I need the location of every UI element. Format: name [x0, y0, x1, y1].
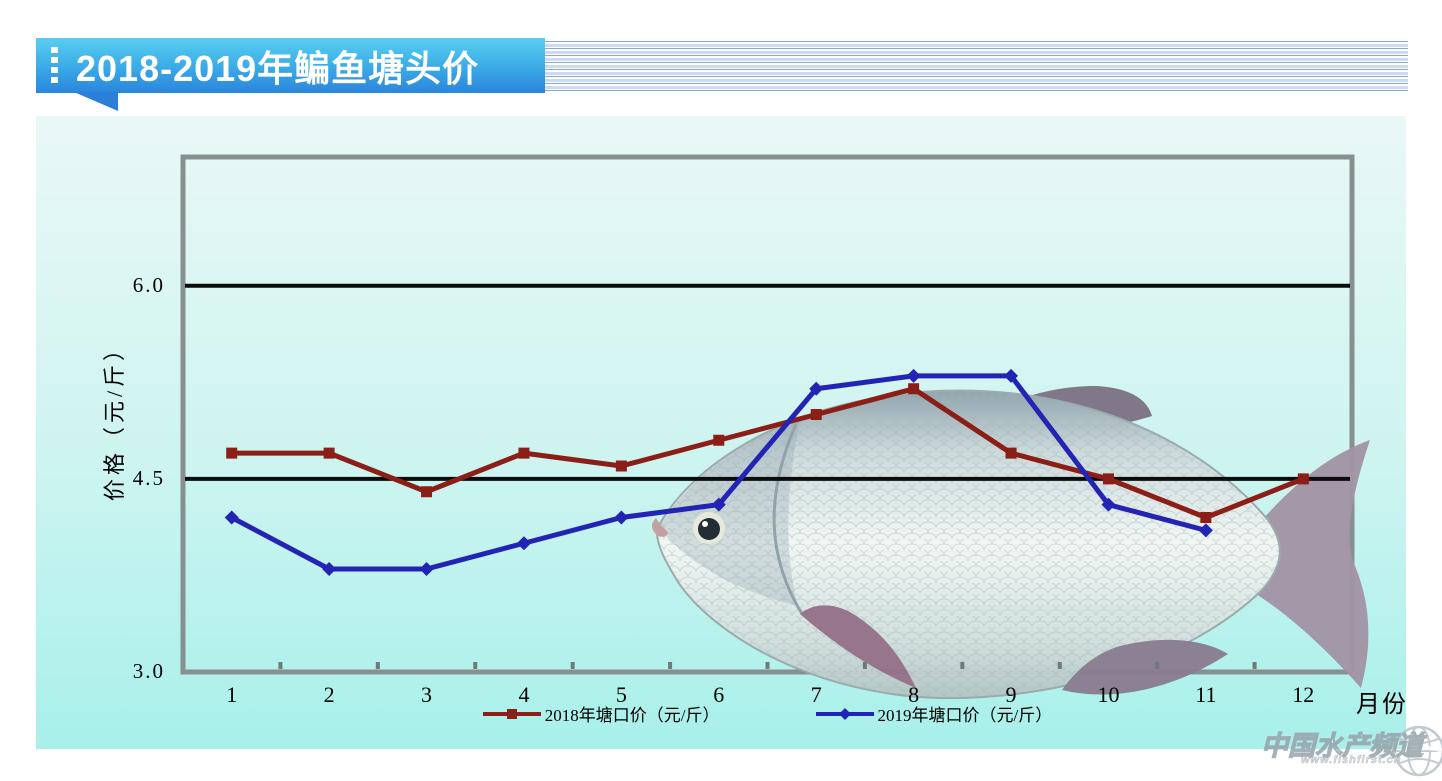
- x-tick-label: 5: [615, 682, 627, 707]
- legend-marker-icon: [482, 708, 541, 719]
- watermark-url: www.fishfirst.cn: [1301, 754, 1402, 767]
- legend-item: 2018年塘口价（元/斤）: [482, 701, 720, 726]
- chart-panel: [36, 116, 1406, 749]
- legend-label: 2018年塘口价（元/斤）: [544, 706, 720, 725]
- y-tick-label: 3.0: [132, 659, 165, 683]
- title-banner: 2018-2019年鳊鱼塘头价: [36, 38, 545, 93]
- x-axis-title: 月份: [1356, 692, 1408, 718]
- watermark-text: 中国水产频道: [1260, 730, 1423, 761]
- globe-icon: [1391, 725, 1442, 777]
- legend-item: 2019年塘口价（元/斤）: [815, 701, 1053, 726]
- x-tick-label: 3: [421, 682, 433, 707]
- x-tick-label: 7: [810, 682, 822, 707]
- x-tick-label: 2: [323, 682, 335, 707]
- x-tick-label: 12: [1292, 682, 1315, 707]
- x-tick-label: 6: [713, 682, 725, 707]
- x-tick-label: 8: [908, 682, 920, 707]
- x-tick-label: 4: [518, 682, 530, 707]
- y-tick-label: 6.0: [132, 272, 165, 297]
- legend: 2018年塘口价（元/斤） 2019年塘口价（元/斤）: [183, 701, 1352, 726]
- watermark: 中国水产频道 www.fishfirst.cn: [1255, 714, 1442, 781]
- legend-label: 2019年塘口价（元/斤）: [877, 706, 1053, 725]
- x-tick-label: 9: [1005, 682, 1017, 707]
- legend-marker-icon: [815, 707, 874, 720]
- x-tick-label: 1: [226, 682, 238, 707]
- x-tick-label: 10: [1097, 682, 1120, 707]
- header-pinstripes: [545, 41, 1408, 93]
- x-tick-label: 11: [1195, 682, 1217, 707]
- banner-dotted-line-icon: [51, 47, 58, 84]
- y-tick-label: 4.5: [132, 465, 165, 490]
- banner-tail-icon: [74, 92, 118, 111]
- page-title: 2018-2019年鳊鱼塘头价: [76, 47, 480, 89]
